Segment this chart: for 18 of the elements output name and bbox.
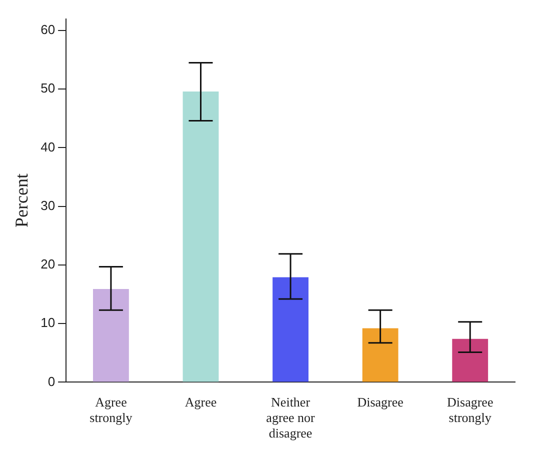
bar (182, 91, 219, 382)
bar (92, 289, 129, 382)
x-tick-label: Agree (184, 394, 217, 410)
bar (362, 328, 398, 382)
x-tick-label: Disagree strongly (447, 394, 494, 426)
x-tick-label: Neither agree nor disagree (266, 394, 316, 441)
x-tick-label: Agree strongly (90, 394, 133, 426)
y-axis-title: Percent (12, 174, 32, 228)
y-tick-label: 50 (40, 80, 56, 96)
y-tick-label: 0 (48, 374, 56, 389)
y-tick-label: 30 (40, 198, 56, 213)
y-tick-label: 20 (40, 256, 56, 272)
x-tick-label: Disagree (357, 394, 404, 410)
y-tick-label: 60 (40, 22, 56, 38)
bar (452, 338, 488, 382)
y-tick-label: 40 (40, 139, 56, 154)
y-tick-label: 10 (40, 315, 56, 330)
bar (272, 277, 308, 382)
